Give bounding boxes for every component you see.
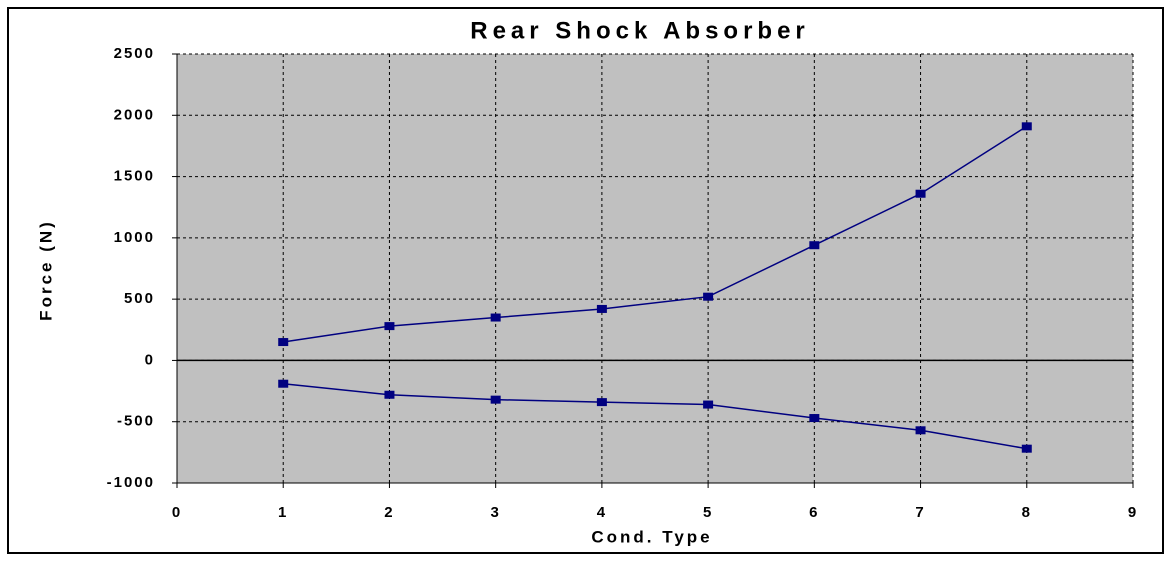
x-tick-label: 0 — [172, 504, 182, 521]
data-point — [384, 390, 395, 399]
y-tick-label: -500 — [117, 413, 155, 430]
data-point — [490, 313, 501, 322]
data-point — [490, 395, 501, 404]
chart-title: Rear Shock Absorber — [470, 17, 810, 44]
data-point — [703, 400, 714, 409]
data-point — [278, 379, 289, 388]
series-line — [283, 125, 1028, 343]
x-tick-label: 6 — [809, 504, 819, 521]
data-point — [703, 292, 714, 301]
x-tick-label: 4 — [597, 504, 607, 521]
data-point — [596, 398, 607, 407]
x-tick-label: 5 — [703, 504, 713, 521]
y-tick-label: 1500 — [114, 168, 155, 185]
y-tick-label: 0 — [145, 351, 155, 368]
series-line — [283, 382, 1027, 450]
plot-area — [177, 54, 1133, 483]
y-tick-label: 1000 — [114, 229, 155, 246]
data-point — [915, 189, 926, 198]
data-point — [809, 241, 820, 250]
data-point — [1021, 122, 1032, 131]
x-axis-title: Cond. Type — [591, 527, 712, 546]
y-axis-title: Force (N) — [36, 219, 55, 321]
data-point — [596, 304, 607, 313]
data-point — [278, 338, 289, 347]
y-tick-label: 500 — [124, 290, 155, 307]
x-tick-label: 7 — [915, 504, 925, 521]
data-point — [384, 322, 395, 331]
y-tick-label: 2000 — [114, 106, 155, 123]
y-tick-label: -1000 — [107, 474, 155, 491]
x-tick-label: 3 — [490, 504, 500, 521]
y-tick-label: 2500 — [114, 45, 155, 62]
x-tick-label: 1 — [278, 504, 288, 521]
data-point — [1021, 444, 1032, 453]
x-tick-label: 9 — [1128, 504, 1138, 521]
x-tick-label: 8 — [1022, 504, 1032, 521]
data-point — [809, 414, 820, 423]
data-point — [915, 426, 926, 435]
x-tick-label: 2 — [384, 504, 394, 521]
